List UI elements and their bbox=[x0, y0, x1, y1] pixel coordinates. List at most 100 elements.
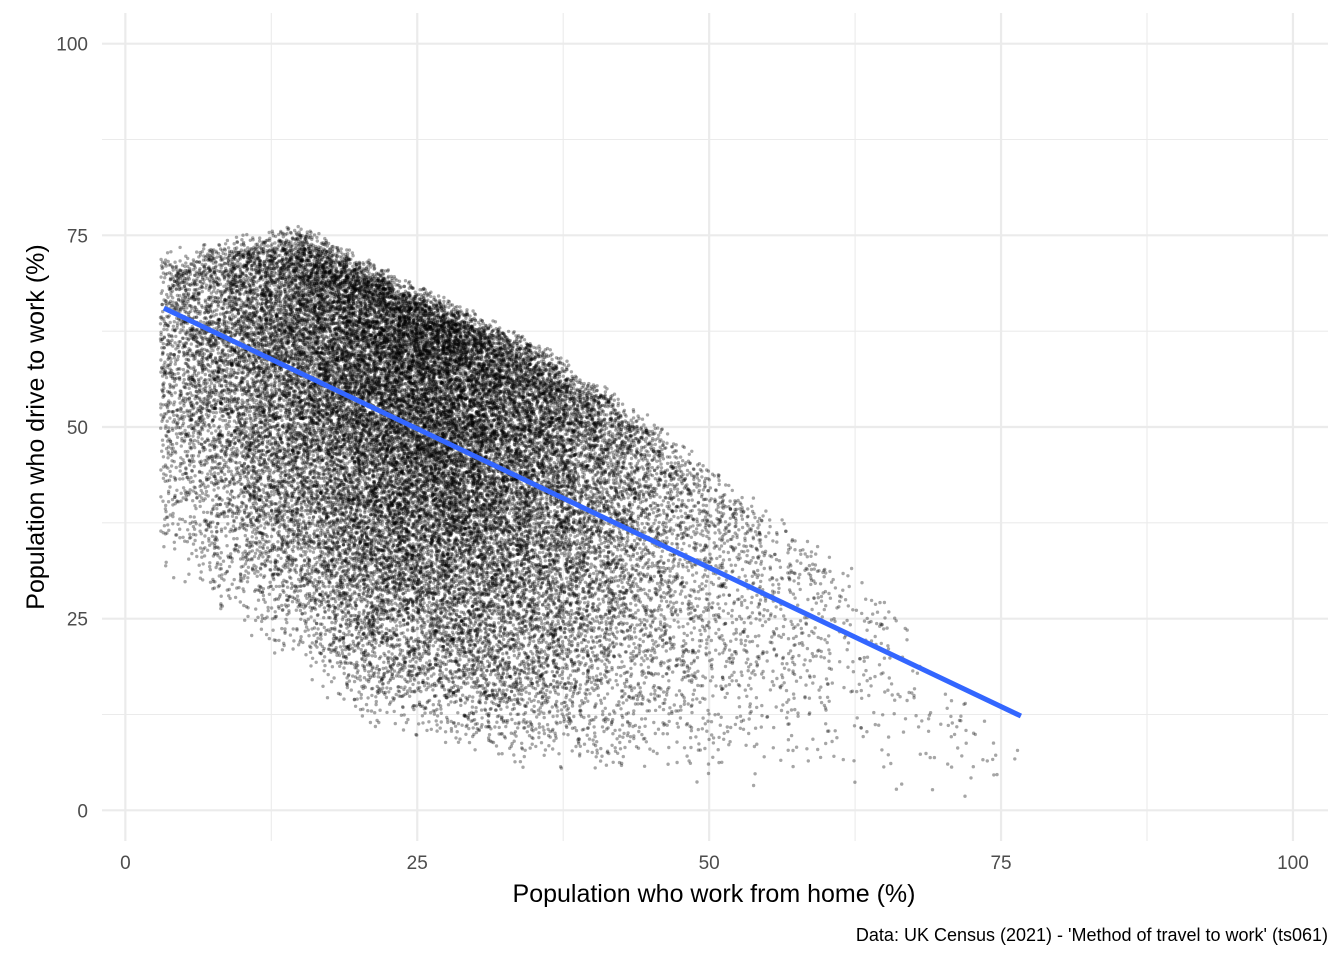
data-point bbox=[415, 462, 420, 467]
data-point bbox=[722, 737, 726, 741]
data-point bbox=[291, 627, 295, 631]
data-point bbox=[930, 788, 935, 792]
data-point bbox=[211, 418, 215, 422]
data-point bbox=[290, 468, 295, 472]
data-point bbox=[338, 664, 342, 668]
data-point bbox=[176, 522, 180, 526]
data-point bbox=[822, 607, 826, 612]
data-point bbox=[511, 378, 515, 382]
data-point bbox=[225, 490, 229, 494]
data-point bbox=[390, 333, 394, 338]
data-point bbox=[600, 754, 604, 758]
data-point bbox=[467, 649, 471, 654]
data-point bbox=[503, 644, 507, 649]
data-point bbox=[577, 741, 581, 746]
data-point bbox=[773, 614, 777, 619]
data-point bbox=[420, 714, 425, 718]
data-point bbox=[739, 670, 743, 674]
data-point bbox=[665, 592, 669, 596]
data-point bbox=[407, 484, 411, 488]
data-point bbox=[614, 679, 618, 683]
data-point bbox=[491, 391, 495, 395]
data-point bbox=[342, 418, 346, 422]
data-point bbox=[258, 332, 263, 336]
data-point bbox=[494, 744, 499, 748]
data-point bbox=[330, 348, 334, 352]
data-point bbox=[203, 386, 207, 390]
data-point bbox=[438, 503, 442, 507]
data-point bbox=[442, 336, 446, 341]
data-point bbox=[556, 709, 560, 713]
data-point bbox=[616, 614, 621, 619]
data-point bbox=[706, 762, 711, 766]
data-point bbox=[467, 587, 472, 592]
data-point bbox=[206, 472, 210, 476]
data-point bbox=[819, 700, 824, 705]
data-point bbox=[771, 746, 775, 750]
data-point bbox=[593, 731, 597, 735]
data-point bbox=[582, 447, 587, 451]
data-point bbox=[556, 642, 561, 646]
data-point bbox=[401, 604, 405, 608]
data-point bbox=[447, 516, 452, 520]
data-point bbox=[380, 523, 384, 527]
data-point bbox=[774, 705, 778, 709]
data-point bbox=[867, 693, 871, 698]
data-point bbox=[293, 569, 297, 573]
data-point bbox=[463, 464, 467, 468]
data-point bbox=[200, 437, 204, 441]
data-point bbox=[432, 375, 436, 379]
data-point bbox=[819, 599, 824, 603]
data-point bbox=[750, 504, 754, 508]
major-gridlines bbox=[102, 13, 1328, 841]
data-point bbox=[213, 377, 217, 381]
data-point bbox=[703, 746, 707, 751]
data-point bbox=[570, 421, 574, 425]
data-point bbox=[991, 757, 995, 762]
data-point bbox=[164, 264, 168, 268]
data-point bbox=[164, 564, 168, 568]
data-point bbox=[799, 552, 803, 556]
data-point bbox=[215, 561, 220, 565]
data-point bbox=[529, 677, 534, 681]
data-point bbox=[441, 434, 446, 438]
data-point bbox=[627, 644, 631, 648]
data-point bbox=[705, 729, 709, 733]
data-point bbox=[762, 755, 766, 759]
data-point bbox=[815, 544, 820, 549]
data-point bbox=[452, 565, 456, 570]
data-point bbox=[506, 329, 511, 334]
data-point bbox=[280, 284, 285, 288]
data-point bbox=[583, 634, 588, 638]
data-point bbox=[873, 602, 878, 606]
data-point bbox=[751, 783, 756, 788]
data-point bbox=[695, 780, 699, 784]
data-point bbox=[726, 729, 730, 734]
data-point bbox=[793, 548, 797, 552]
data-point bbox=[806, 759, 810, 763]
data-point bbox=[568, 688, 572, 692]
data-point bbox=[558, 425, 562, 430]
data-point bbox=[723, 520, 728, 524]
data-point bbox=[618, 728, 622, 732]
data-point bbox=[352, 497, 357, 502]
data-point bbox=[477, 327, 481, 331]
data-point bbox=[159, 468, 163, 472]
data-point bbox=[254, 366, 259, 370]
data-point bbox=[209, 381, 214, 385]
data-point bbox=[434, 719, 438, 723]
data-point bbox=[703, 584, 708, 588]
data-point bbox=[778, 565, 783, 569]
data-point bbox=[518, 378, 522, 382]
data-point bbox=[483, 503, 488, 508]
data-point bbox=[166, 500, 171, 504]
data-point bbox=[370, 453, 374, 457]
data-point bbox=[528, 497, 532, 501]
data-point bbox=[651, 494, 655, 498]
data-point bbox=[665, 581, 669, 585]
data-point bbox=[946, 723, 950, 728]
data-point bbox=[566, 421, 570, 425]
data-point bbox=[566, 676, 571, 680]
data-point bbox=[677, 625, 681, 629]
data-point bbox=[463, 419, 467, 424]
